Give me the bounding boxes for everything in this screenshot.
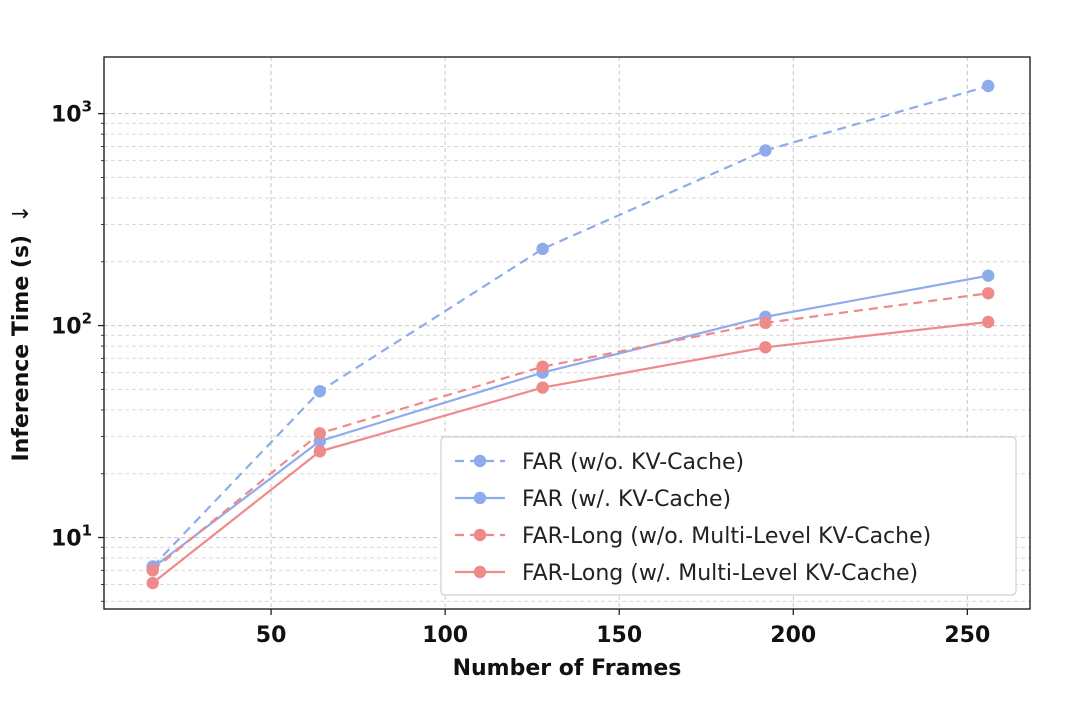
data-point bbox=[982, 269, 995, 282]
legend-box bbox=[440, 436, 1017, 596]
x-tick-label: 150 bbox=[596, 623, 642, 648]
y-tick-base: 10 bbox=[51, 315, 82, 340]
plot-frame bbox=[103, 56, 1031, 610]
data-point bbox=[536, 360, 549, 373]
x-tick-label: 200 bbox=[770, 623, 816, 648]
legend-item-3: FAR-Long (w/o. Multi-Level KV-Cache) bbox=[455, 524, 931, 549]
series-line bbox=[151, 84, 989, 568]
legend-swatch-marker bbox=[473, 528, 487, 542]
x-tick-label: 250 bbox=[944, 623, 990, 648]
y-tick-label: 102 bbox=[51, 310, 92, 340]
legend-item-1: FAR (w/o. KV-Cache) bbox=[455, 450, 744, 475]
data-point bbox=[982, 79, 995, 93]
y-tick-exponent: 1 bbox=[82, 522, 92, 540]
data-point bbox=[313, 427, 327, 440]
data-point bbox=[536, 242, 549, 256]
legend-items: FAR (w/o. KV-Cache) FAR (w/. KV-Cache) FAR… bbox=[455, 450, 931, 586]
data-point bbox=[982, 315, 995, 329]
legend-swatch-marker bbox=[473, 454, 487, 468]
y-tick-label: 103 bbox=[51, 98, 92, 128]
y-axis-title-group: Inference Time (s) ↓ bbox=[9, 204, 34, 461]
legend-swatch-marker bbox=[473, 565, 487, 579]
y-axis-arrow: ↓ bbox=[9, 204, 34, 222]
series-line bbox=[152, 292, 989, 572]
data-point bbox=[313, 385, 327, 398]
y-tick-base: 10 bbox=[51, 527, 82, 552]
series-layer bbox=[146, 79, 995, 590]
legend-item-4: FAR-Long (w/. Multi-Level KV-Cache) bbox=[455, 561, 918, 586]
x-axis-title: Number of Frames bbox=[453, 656, 682, 681]
data-point bbox=[536, 381, 549, 394]
series-3 bbox=[146, 287, 995, 577]
y-tick-label: 101 bbox=[51, 522, 92, 552]
data-point bbox=[759, 341, 772, 354]
data-point bbox=[759, 316, 772, 330]
y-tick-base: 10 bbox=[51, 103, 82, 128]
y-tick-exponent: 2 bbox=[82, 310, 92, 328]
x-tick-label: 100 bbox=[422, 623, 468, 648]
legend-item-2: FAR (w/. KV-Cache) bbox=[455, 487, 731, 512]
legend-swatch-marker bbox=[473, 491, 487, 505]
legend-label: FAR (w/. KV-Cache) bbox=[522, 487, 731, 512]
data-point bbox=[982, 287, 995, 300]
legend-label: FAR-Long (w/o. Multi-Level KV-Cache) bbox=[522, 524, 931, 549]
y-axis-title-text: Inference Time (s) bbox=[9, 235, 34, 462]
data-point bbox=[759, 144, 772, 157]
legend: FAR (w/o. KV-Cache) FAR (w/. KV-Cache) FAR… bbox=[440, 436, 1017, 596]
data-point bbox=[313, 445, 327, 458]
y-axis-title: Inference Time (s) ↓ bbox=[9, 204, 34, 461]
x-tick-label: 50 bbox=[256, 623, 287, 648]
legend-label: FAR-Long (w/. Multi-Level KV-Cache) bbox=[522, 561, 918, 586]
data-point bbox=[146, 564, 159, 577]
series-4 bbox=[146, 315, 995, 590]
y-tick-exponent: 3 bbox=[82, 98, 92, 116]
data-point bbox=[146, 576, 159, 590]
legend-label: FAR (w/o. KV-Cache) bbox=[522, 450, 744, 475]
